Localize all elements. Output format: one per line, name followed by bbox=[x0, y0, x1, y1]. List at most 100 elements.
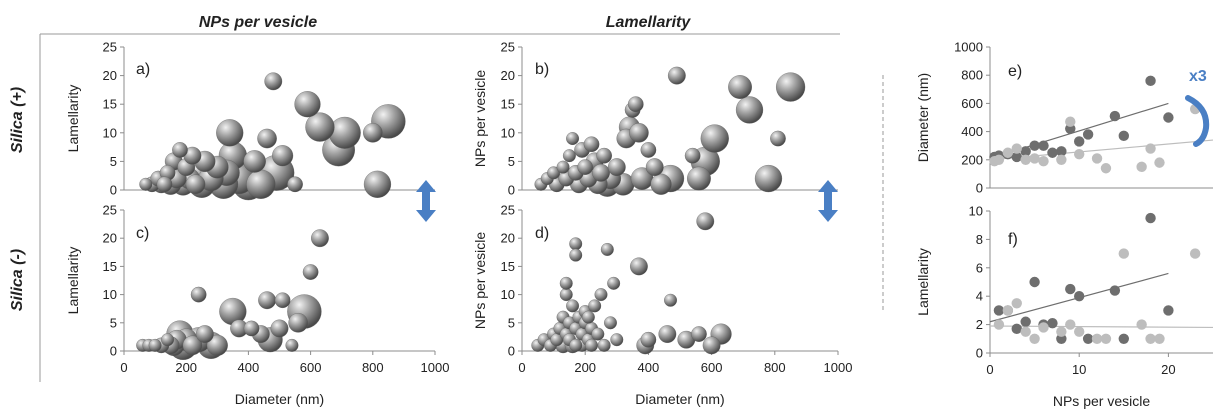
x-tick-label: 0 bbox=[120, 360, 127, 375]
bubble-point bbox=[597, 338, 611, 352]
scatter-point-light bbox=[1065, 319, 1076, 330]
y-axis-label: Diameter (nm) bbox=[915, 73, 931, 162]
bubble-point bbox=[547, 166, 561, 180]
bubble-point bbox=[585, 338, 598, 352]
row-title-silica-minus: Silica (-) bbox=[9, 249, 26, 311]
bubble-point bbox=[285, 338, 299, 352]
bubble-point bbox=[610, 333, 624, 347]
bubble-point bbox=[581, 310, 595, 324]
panel-label: b) bbox=[535, 61, 549, 78]
bubble-point bbox=[640, 142, 657, 158]
y-axis-label: NPs per vesicle bbox=[472, 70, 488, 167]
scatter-point-dark bbox=[1029, 276, 1040, 288]
bubble-point bbox=[156, 176, 173, 193]
x-tick-label: 800 bbox=[764, 360, 786, 375]
scatter-point-light bbox=[1118, 248, 1130, 259]
y-tick-label: 10 bbox=[501, 125, 515, 140]
bubble-point bbox=[363, 123, 383, 143]
x-tick-label: 20 bbox=[1161, 362, 1175, 377]
y-tick-label: 0 bbox=[110, 344, 117, 359]
x-tick-label: 600 bbox=[300, 360, 322, 375]
bubble-point bbox=[700, 124, 729, 153]
scatter-point-light bbox=[1074, 148, 1085, 160]
bubble-point bbox=[559, 288, 573, 302]
bubble-point bbox=[566, 132, 580, 145]
bubble-point bbox=[569, 338, 583, 352]
scatter-point-light bbox=[993, 154, 1005, 165]
bubble-point bbox=[206, 334, 228, 356]
bubble-point bbox=[182, 335, 203, 356]
bubble-point bbox=[305, 112, 335, 142]
scatter-point-light bbox=[1011, 298, 1022, 309]
scatter-point-dark bbox=[1163, 112, 1174, 123]
y-tick-label: 15 bbox=[501, 97, 515, 112]
bubble-point bbox=[577, 159, 594, 175]
panel-c: 0 5 10 15 20 25 0 200 400 600 800 1000 Lamellarity Di… bbox=[65, 203, 449, 408]
y-tick-label: 0 bbox=[976, 181, 983, 196]
bubble-point bbox=[139, 177, 153, 191]
bubble-point bbox=[691, 326, 707, 342]
bubble-point bbox=[257, 128, 277, 149]
panel-e: 0 200 400 600 800 1000 Diameter (nm) e) bbox=[915, 40, 1213, 196]
bubble-point bbox=[294, 91, 321, 118]
y-tick-label: 10 bbox=[501, 287, 515, 302]
y-tick-label: 10 bbox=[969, 204, 983, 219]
bubble-point bbox=[328, 116, 361, 149]
bubble-point bbox=[592, 163, 610, 182]
y-tick-label: 15 bbox=[103, 97, 117, 112]
bubble-point bbox=[687, 166, 711, 191]
bubble-point bbox=[640, 331, 657, 348]
panel-f: 0 2 4 6 8 10 0 10 20 Lamellarity NPs per vesicle f) bbox=[915, 204, 1213, 409]
bubble-point bbox=[629, 123, 649, 143]
x-tick-label: 400 bbox=[638, 360, 660, 375]
scatter-point-light bbox=[1145, 143, 1156, 154]
bubble-point bbox=[246, 169, 276, 199]
scatter-point-dark bbox=[1011, 151, 1022, 163]
bubble-point bbox=[604, 316, 617, 330]
bubble-point bbox=[243, 150, 266, 173]
y-tick-label: 1000 bbox=[954, 40, 983, 55]
bubble-point bbox=[243, 320, 260, 337]
y-tick-label: 15 bbox=[501, 259, 515, 274]
y-tick-label: 10 bbox=[103, 287, 117, 302]
bubble-point bbox=[600, 243, 614, 256]
bubble-point bbox=[588, 299, 602, 313]
x-tick-label: 0 bbox=[518, 360, 525, 375]
bubble-point bbox=[594, 288, 608, 302]
y-tick-label: 4 bbox=[976, 289, 983, 304]
bubble-point bbox=[696, 212, 715, 231]
scatter-point-light bbox=[993, 319, 1005, 330]
bubble-point bbox=[776, 72, 806, 102]
col-title-nps: NPs per vesicle bbox=[199, 14, 317, 31]
y-axis-label: Lamellarity bbox=[65, 85, 81, 153]
y-axis-label: Lamellarity bbox=[915, 248, 931, 316]
y-axis-label: NPs per vesicle bbox=[472, 232, 488, 329]
col-title-lamellarity: Lamellarity bbox=[606, 14, 692, 31]
bubble-point bbox=[684, 147, 701, 164]
x3-annotation: x3 bbox=[1189, 68, 1207, 85]
double-arrow-icon bbox=[416, 180, 436, 222]
bubble-point bbox=[302, 264, 319, 280]
y-tick-label: 5 bbox=[508, 315, 515, 330]
scatter-point-light bbox=[1100, 333, 1112, 344]
panel-a: 0 5 10 15 20 25 Lamellarity a) bbox=[65, 40, 435, 201]
scatter-point-light bbox=[1189, 248, 1201, 259]
bubble-point bbox=[559, 276, 573, 290]
x-tick-label: 0 bbox=[986, 362, 993, 377]
scatter-point-dark bbox=[1118, 333, 1130, 344]
scatter-point-dark bbox=[1163, 305, 1174, 316]
scatter-point-dark bbox=[1109, 285, 1121, 296]
y-tick-label: 20 bbox=[103, 231, 117, 246]
panel-label: c) bbox=[136, 225, 149, 242]
bubble-point bbox=[258, 291, 276, 310]
y-tick-label: 600 bbox=[961, 96, 983, 111]
y-tick-label: 0 bbox=[976, 346, 983, 361]
bubble-point bbox=[566, 299, 580, 313]
bubble-point bbox=[630, 257, 648, 276]
scatter-point-light bbox=[1154, 157, 1165, 168]
scatter-point-dark bbox=[1082, 333, 1094, 344]
bubble-point bbox=[596, 147, 612, 164]
panel-label: d) bbox=[535, 225, 549, 242]
scatter-point-dark bbox=[1047, 317, 1058, 329]
scatter-point-dark bbox=[1074, 291, 1085, 302]
